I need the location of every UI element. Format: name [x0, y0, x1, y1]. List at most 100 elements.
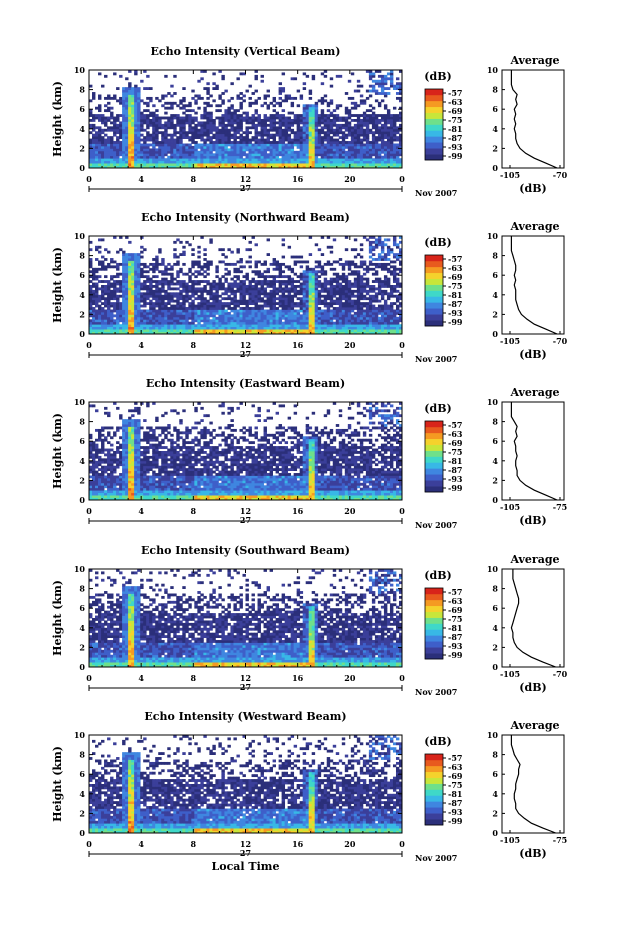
heatmap-cell — [185, 116, 189, 120]
heatmap-cell — [170, 160, 174, 164]
heatmap-cell — [185, 309, 189, 313]
heatmap-cell — [134, 319, 138, 323]
heatmap-cell — [218, 260, 222, 264]
heatmap-cell — [320, 165, 325, 169]
heatmap-cell — [263, 329, 267, 332]
heatmap-cell — [386, 143, 391, 147]
heatmap-cell — [98, 165, 102, 169]
heatmap-cell — [179, 297, 183, 301]
heatmap-cell — [308, 314, 313, 318]
heatmap-cell — [323, 287, 328, 291]
heatmap-cell — [362, 262, 367, 266]
heatmap-cell — [119, 319, 123, 323]
heatmap-cell — [128, 299, 132, 303]
heatmap-cell — [161, 138, 165, 142]
heatmap-cell — [173, 141, 177, 144]
heatmap-cell — [161, 104, 165, 108]
heatmap-cell — [260, 155, 264, 159]
heatmap-cell — [107, 321, 111, 325]
heatmap-cell — [338, 311, 343, 315]
heatmap-cell — [182, 250, 186, 254]
heatmap-cell — [200, 302, 204, 305]
heatmap-cell — [314, 128, 319, 132]
heatmap-cell — [206, 299, 210, 303]
heatmap-cell — [302, 326, 307, 330]
heatmap-cell — [89, 109, 93, 113]
heatmap-cell — [320, 141, 325, 144]
heatmap-cell — [245, 277, 249, 281]
heatmap-cell — [302, 114, 307, 117]
heatmap-cell — [305, 143, 310, 147]
heatmap-cell — [317, 116, 322, 120]
heatmap-cell — [314, 116, 319, 120]
y-tick-label: 4 — [79, 124, 85, 134]
heatmap-cell — [143, 319, 147, 323]
heatmap-cell — [113, 96, 117, 100]
heatmap-cell — [287, 326, 292, 330]
heatmap-cell — [98, 160, 102, 164]
heatmap-cell — [203, 321, 207, 325]
heatmap-cell — [137, 121, 141, 125]
heatmap-cell — [119, 158, 123, 162]
heatmap-cell — [308, 285, 313, 288]
heatmap-cell — [218, 319, 222, 323]
heatmap-cell — [146, 309, 150, 313]
heatmap-cell — [188, 123, 192, 127]
heatmap-cell — [236, 141, 240, 144]
heatmap-cell — [311, 289, 316, 293]
heatmap-cell — [239, 104, 243, 108]
heatmap-cell — [353, 319, 358, 323]
heatmap-cell — [356, 123, 361, 127]
heatmap-cell — [173, 116, 177, 120]
heatmap-cell — [209, 163, 213, 166]
heatmap-cell — [89, 275, 93, 279]
heatmap-cell — [209, 94, 213, 98]
heatmap-cell — [89, 324, 93, 328]
heatmap-cell — [290, 304, 295, 308]
heatmap-cell — [158, 302, 162, 305]
heatmap-cell — [257, 119, 261, 122]
heatmap-cell — [140, 326, 144, 330]
heatmap-cell — [386, 92, 391, 95]
heatmap-cell — [110, 136, 114, 139]
heatmap-cell — [137, 262, 141, 266]
heatmap-cell — [293, 304, 298, 308]
heatmap-cell — [320, 143, 325, 147]
heatmap-cell — [176, 116, 180, 120]
heatmap-cell — [206, 158, 210, 162]
heatmap-cell — [308, 275, 313, 279]
heatmap-cell — [251, 163, 255, 166]
heatmap-cell — [224, 316, 228, 320]
heatmap-cell — [347, 292, 352, 296]
heatmap-cell — [95, 141, 99, 144]
heatmap-cell — [113, 155, 117, 159]
heatmap-cell — [257, 329, 261, 332]
heatmap-cell — [104, 123, 108, 127]
heatmap-cell — [122, 109, 126, 113]
heatmap-cell — [362, 297, 367, 301]
heatmap-cell — [338, 74, 343, 78]
heatmap-cell — [266, 321, 270, 325]
heatmap-cell — [308, 324, 313, 328]
heatmap-cell — [113, 121, 117, 125]
heatmap-cell — [194, 270, 198, 274]
heatmap-cell — [170, 141, 174, 144]
heatmap-cell — [173, 253, 177, 256]
heatmap-cell — [236, 165, 240, 169]
heatmap-cell — [227, 316, 231, 320]
heatmap-cell — [164, 289, 168, 293]
heatmap-cell — [284, 160, 289, 164]
heatmap-cell — [278, 82, 283, 86]
heatmap-cell — [248, 309, 252, 313]
heatmap-cell — [350, 307, 355, 310]
heatmap-cell — [239, 148, 243, 152]
heatmap-cell — [173, 150, 177, 154]
heatmap-cell — [275, 121, 280, 125]
heatmap-cell — [206, 111, 210, 115]
heatmap-cell — [101, 262, 105, 266]
heatmap-cell — [299, 155, 304, 159]
heatmap-cell — [185, 272, 189, 276]
heatmap-cell — [227, 143, 231, 147]
heatmap-cell — [212, 145, 216, 149]
heatmap-cell — [302, 111, 307, 115]
